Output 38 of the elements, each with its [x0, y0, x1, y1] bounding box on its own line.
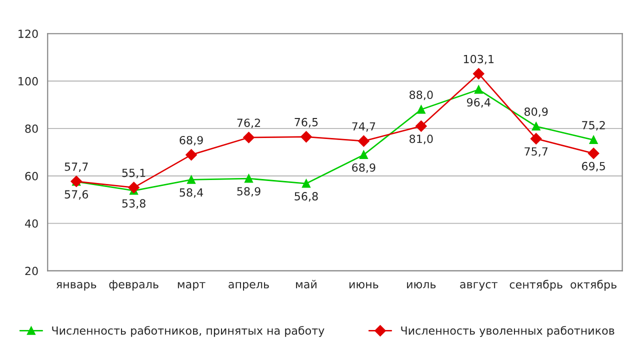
- legend-label: Численность работников, принятых на работу: [52, 326, 324, 337]
- data-label: 81,0: [410, 134, 433, 144]
- data-label: 80,9: [524, 107, 548, 118]
- data-label: 68,9: [352, 163, 376, 173]
- x-tick-label: октябрь: [570, 280, 616, 291]
- data-label: 58,4: [180, 188, 204, 198]
- data-label: 57,7: [64, 162, 88, 172]
- y-tick-label: 100: [18, 77, 38, 86]
- data-label: 88,0: [410, 90, 433, 100]
- x-tick-label: февраль: [109, 280, 158, 291]
- y-tick-label: 20: [25, 266, 38, 276]
- data-label: 68,9: [180, 136, 203, 146]
- x-tick-label: январь: [56, 282, 96, 291]
- data-label: 74,7: [352, 122, 376, 132]
- data-label: 58,9: [237, 187, 260, 197]
- x-tick-label: июль: [407, 282, 436, 288]
- x-tick-label: апрель: [228, 282, 269, 291]
- x-tick-label: май: [296, 280, 316, 288]
- data-label: 55,1: [122, 168, 146, 178]
- data-label: 57,6: [64, 190, 88, 200]
- data-label: 53,8: [122, 199, 146, 209]
- y-tick-label: 60: [25, 172, 38, 180]
- y-tick-label: 80: [25, 124, 38, 133]
- data-label: 76,2: [237, 118, 260, 128]
- x-tick-label: март: [178, 282, 206, 291]
- y-tick-label: 120: [18, 30, 38, 38]
- data-label: 75,2: [582, 120, 605, 131]
- data-label: 76,5: [294, 118, 318, 128]
- data-label: 75,7: [524, 147, 548, 157]
- data-label: 103,1: [464, 54, 494, 64]
- legend-label: Численность уволенных работников: [401, 326, 614, 337]
- x-tick-label: сентябрь: [510, 280, 562, 291]
- x-tick-label: август: [460, 282, 498, 291]
- data-label: 96,4: [466, 98, 490, 108]
- data-label: 69,5: [582, 162, 605, 172]
- x-tick-label: июнь: [350, 282, 378, 288]
- y-tick-label: 40: [25, 219, 38, 228]
- data-label: 56,8: [294, 192, 318, 202]
